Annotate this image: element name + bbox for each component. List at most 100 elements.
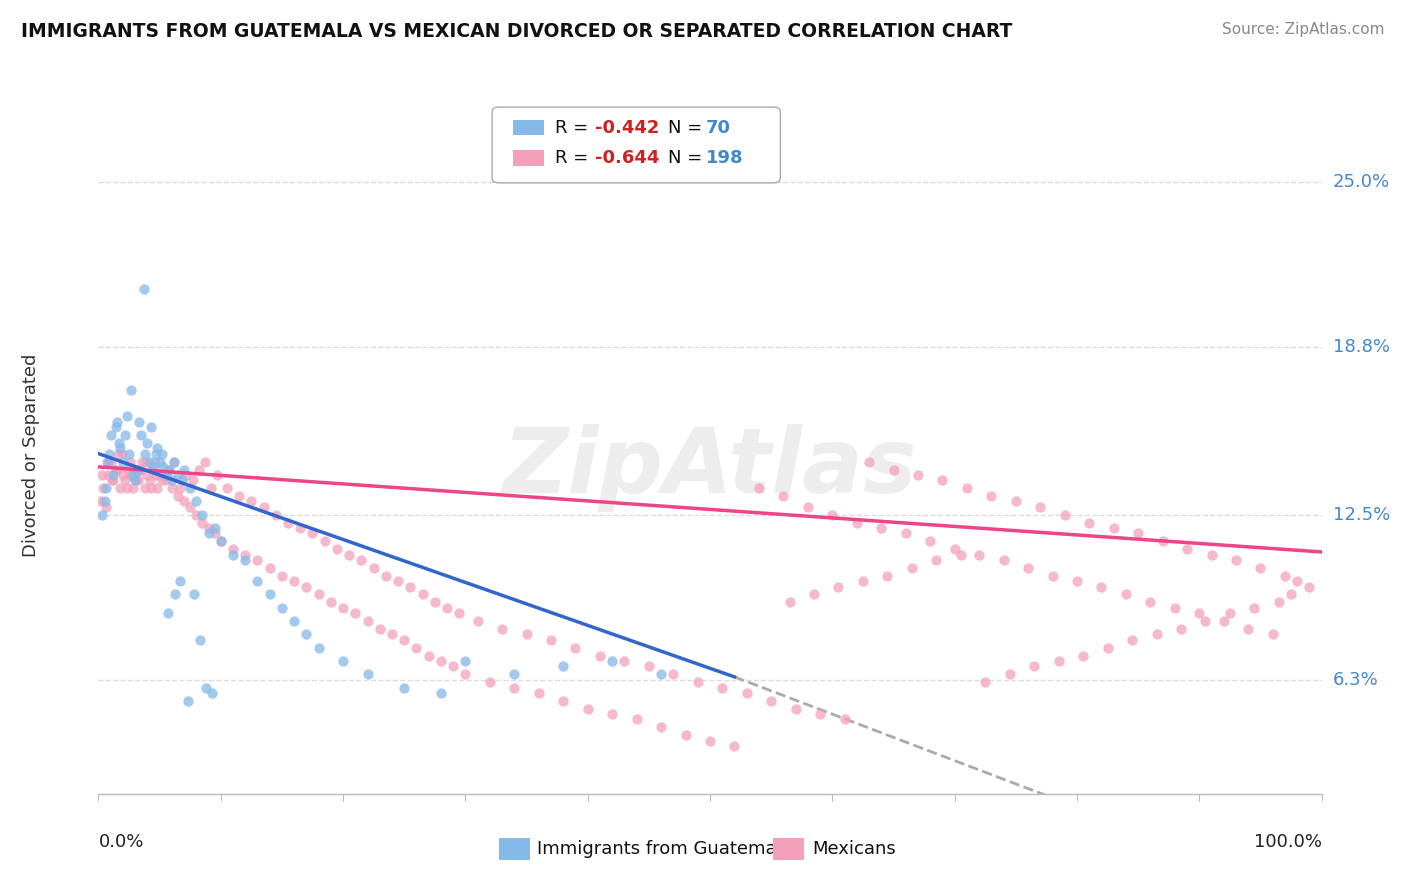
Point [129,462,152,476]
Point [283,614,305,628]
Point [259,587,281,601]
Text: 100.0%: 100.0% [1254,833,1322,851]
Point [998,667,1021,681]
Point [125,473,148,487]
Point [491,622,513,636]
Point [104,462,127,476]
Point [131,454,153,468]
Point [197,526,219,541]
Point [827,580,849,594]
Point [613,654,636,668]
Point [772,489,794,503]
Point [430,654,453,668]
Point [129,462,152,476]
Point [503,667,526,681]
Point [1047,654,1070,668]
Point [108,436,131,450]
Point [808,707,831,722]
Point [176,467,198,482]
Point [233,553,256,567]
Point [1139,595,1161,609]
Point [163,454,186,468]
Point [1078,516,1101,530]
Point [177,694,200,708]
Point [181,473,204,487]
Point [187,462,209,476]
Point [711,681,734,695]
Point [1152,534,1174,549]
Text: N =: N = [668,119,707,136]
Text: 198: 198 [706,149,744,167]
Point [204,521,226,535]
Point [115,409,138,424]
Point [96,454,118,468]
Text: 25.0%: 25.0% [1333,173,1391,192]
Point [600,707,623,722]
Point [100,454,122,468]
Point [1053,508,1076,522]
Point [1201,548,1223,562]
Point [240,494,263,508]
Point [1115,587,1137,601]
Text: -0.442: -0.442 [595,119,659,136]
Point [91,481,114,495]
Point [1243,600,1265,615]
Point [165,587,187,601]
Point [139,454,162,468]
Point [163,454,186,468]
Point [956,481,979,495]
Point [441,659,464,673]
Point [160,481,183,495]
Point [209,534,232,549]
Point [270,600,294,615]
Point [405,640,427,655]
Point [111,447,134,461]
Point [104,420,127,434]
Point [105,462,128,476]
Point [132,282,155,296]
Point [876,569,898,583]
Point [1164,600,1187,615]
Point [993,553,1015,567]
Point [412,587,434,601]
Point [1066,574,1088,589]
Point [779,595,801,609]
Point [179,481,201,495]
Point [173,494,195,508]
Text: Mexicans: Mexicans [813,840,897,858]
Point [1188,606,1211,620]
Point [100,428,122,442]
Point [1170,622,1192,636]
Point [314,534,336,549]
Point [134,481,156,495]
Point [118,447,141,461]
Point [94,500,117,514]
Point [135,454,157,468]
Point [150,447,173,461]
Point [920,534,942,549]
Point [188,632,211,647]
Point [194,454,217,468]
Point [600,654,623,668]
Point [1237,622,1260,636]
Point [222,548,245,562]
Point [127,462,149,476]
Point [350,553,373,567]
Point [209,534,232,549]
Text: 12.5%: 12.5% [1333,506,1391,524]
Point [1029,500,1052,514]
Point [785,702,807,716]
Point [423,595,446,609]
Point [97,467,120,482]
Point [301,526,323,541]
Point [200,481,222,495]
Point [308,587,330,601]
Point [931,473,953,487]
Point [270,569,294,583]
Point [1194,614,1216,628]
Point [478,675,501,690]
Point [149,454,172,468]
Point [201,686,224,700]
Point [699,733,721,747]
Point [392,681,416,695]
